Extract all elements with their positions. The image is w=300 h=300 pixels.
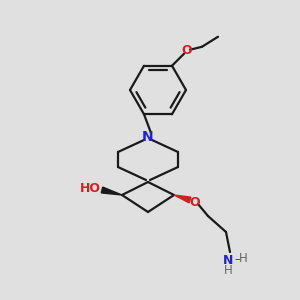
- Text: O: O: [190, 196, 200, 208]
- Text: N: N: [142, 130, 154, 144]
- Polygon shape: [174, 195, 191, 203]
- Polygon shape: [101, 187, 122, 195]
- Text: –: –: [234, 254, 240, 264]
- Text: HO: HO: [80, 182, 100, 194]
- Text: O: O: [182, 44, 192, 57]
- Text: N: N: [223, 254, 233, 266]
- Text: H: H: [224, 263, 232, 277]
- Text: H: H: [238, 251, 247, 265]
